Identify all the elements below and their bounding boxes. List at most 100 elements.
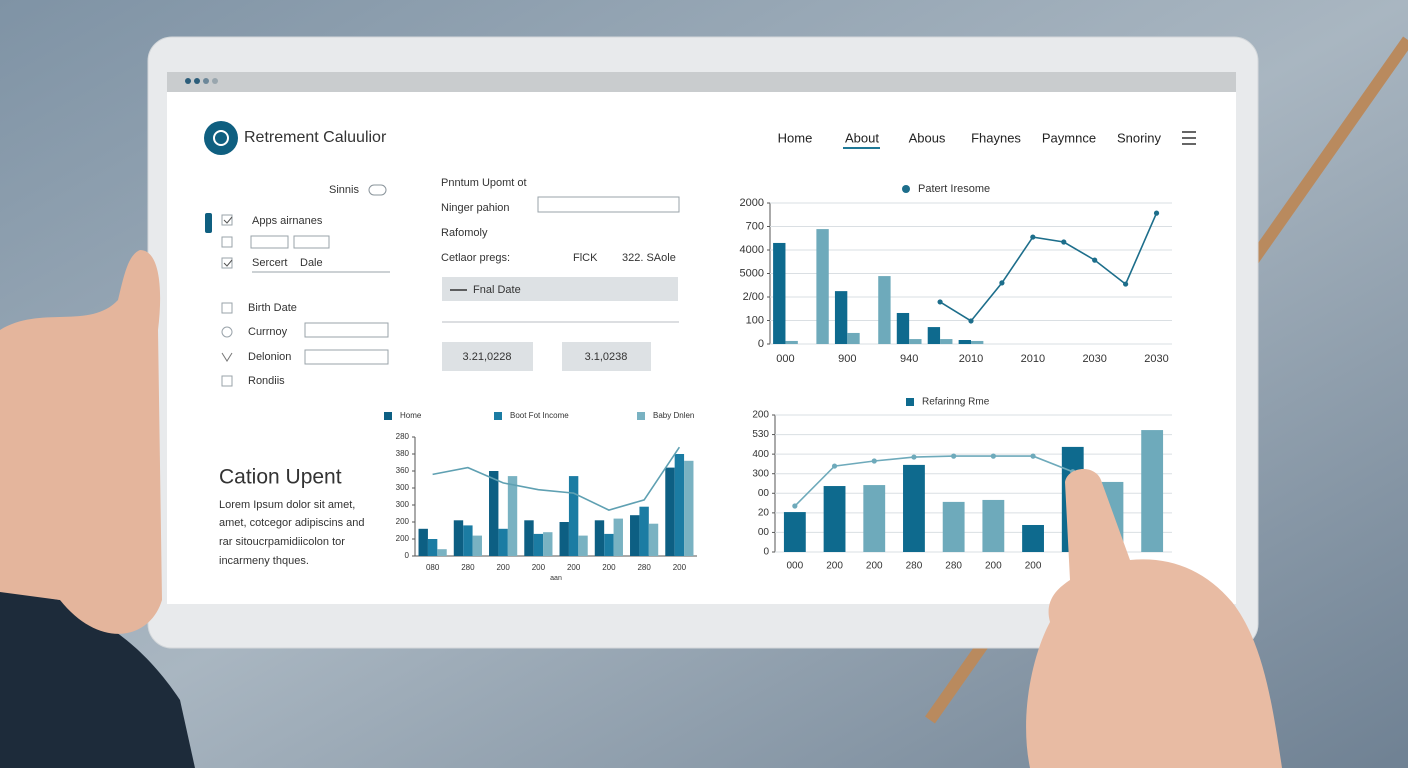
input[interactable] xyxy=(250,235,289,249)
left-hand xyxy=(0,250,162,634)
field-label: Birth Date xyxy=(248,302,297,314)
legend-label: Baby Dnlen xyxy=(653,411,694,420)
x-tick-label: 080 xyxy=(426,563,440,572)
line-point xyxy=(1061,239,1067,245)
result-box[interactable] xyxy=(562,342,651,371)
legend-label: Refarinng Rme xyxy=(922,397,990,408)
field-label: Delonion xyxy=(248,351,291,363)
sleeve xyxy=(0,590,195,768)
input[interactable] xyxy=(537,196,680,213)
button-label: Fnal Date xyxy=(473,284,521,296)
y-tick-label: 100 xyxy=(746,314,764,326)
nav-item[interactable]: Snoriny xyxy=(1117,130,1162,145)
x-tick-label: 280 xyxy=(906,561,923,572)
x-tick-label: 900 xyxy=(838,353,856,365)
bar xyxy=(1141,430,1164,552)
bar xyxy=(594,520,605,556)
bar xyxy=(524,520,534,556)
detail-amount: 322. SAole xyxy=(622,252,676,264)
bar xyxy=(909,339,922,344)
y-tick-label: 530 xyxy=(752,429,769,440)
nav-item[interactable]: Home xyxy=(778,130,813,145)
bar xyxy=(648,523,659,556)
field-label: Rondiis xyxy=(248,375,285,387)
nav-item[interactable]: Abous xyxy=(909,130,946,145)
bar xyxy=(604,533,614,556)
bar xyxy=(927,327,941,344)
bar xyxy=(971,340,984,344)
intro-heading: Cation Upent xyxy=(219,466,342,489)
y-tick-label: 00 xyxy=(758,527,770,538)
date-button[interactable] xyxy=(442,277,678,301)
checkbox[interactable] xyxy=(221,257,233,269)
line-point xyxy=(792,503,798,509)
y-tick-label: 2000 xyxy=(740,197,764,209)
bar xyxy=(823,486,846,552)
result: 3.21,0228 xyxy=(463,351,512,363)
bar xyxy=(498,528,508,556)
bar xyxy=(489,471,499,556)
nav-item[interactable]: Fhaynes xyxy=(971,130,1021,145)
y-tick-label: 380 xyxy=(396,449,410,458)
detail-label: Rafomoly xyxy=(441,227,488,239)
line-point xyxy=(1153,210,1160,216)
checkbox[interactable] xyxy=(221,214,233,226)
y-tick-label: 280 xyxy=(396,432,410,441)
bar xyxy=(578,535,588,556)
bar xyxy=(1022,524,1044,552)
nav-item[interactable]: Paymnce xyxy=(1042,130,1096,145)
bar xyxy=(783,512,806,552)
checkbox[interactable] xyxy=(221,236,233,248)
bar xyxy=(982,499,1005,552)
checkbox[interactable] xyxy=(221,375,233,387)
menu-button[interactable] xyxy=(1182,131,1196,145)
checkbox[interactable] xyxy=(221,302,233,314)
x-tick-label: 2030 xyxy=(1144,353,1168,365)
option-label: Sercert xyxy=(252,257,287,269)
line-point xyxy=(1030,234,1036,240)
radio[interactable] xyxy=(221,326,233,338)
detail-label: Cetlaor pregs: xyxy=(441,252,510,264)
toggle[interactable] xyxy=(368,184,387,196)
result-box[interactable] xyxy=(442,342,533,371)
bar xyxy=(773,242,786,344)
nav-item[interactable]: About xyxy=(845,130,879,145)
line-point xyxy=(1092,257,1098,263)
app-title: Retrement Caluulior xyxy=(244,129,387,146)
detail-label: Ninger pahion xyxy=(441,202,510,214)
check xyxy=(223,216,233,224)
option-label: Apps airnanes xyxy=(252,215,323,227)
x-axis-label: aan xyxy=(550,575,562,582)
legend-label: Boot Fot Income xyxy=(510,411,569,420)
x-tick-label: 200 xyxy=(567,563,581,572)
bar xyxy=(878,276,891,344)
dropdown-icon xyxy=(221,352,233,362)
line xyxy=(432,446,681,511)
window-dot xyxy=(185,78,191,84)
bar xyxy=(630,515,640,556)
y-tick-label: 700 xyxy=(746,220,764,232)
y-tick-label: 200 xyxy=(396,517,410,526)
y-tick-label: 200 xyxy=(752,410,769,421)
selection-marker xyxy=(205,213,212,233)
bar xyxy=(940,339,953,344)
bar xyxy=(816,229,829,344)
bar xyxy=(834,291,848,344)
y-tick-label: 200 xyxy=(396,534,410,543)
bar xyxy=(543,532,553,556)
y-tick-label: 4000 xyxy=(740,244,764,256)
x-tick-label: 200 xyxy=(985,561,1002,572)
line-point xyxy=(968,318,974,324)
x-tick-label: 000 xyxy=(776,353,794,365)
bar xyxy=(863,485,886,552)
bar xyxy=(453,520,464,556)
window-dot xyxy=(194,78,200,84)
input[interactable] xyxy=(304,349,389,365)
line-point xyxy=(831,463,838,469)
y-tick-label: 400 xyxy=(752,449,769,460)
bar xyxy=(896,312,910,344)
input[interactable] xyxy=(304,322,389,338)
input[interactable] xyxy=(293,235,330,249)
line-point xyxy=(999,280,1005,286)
